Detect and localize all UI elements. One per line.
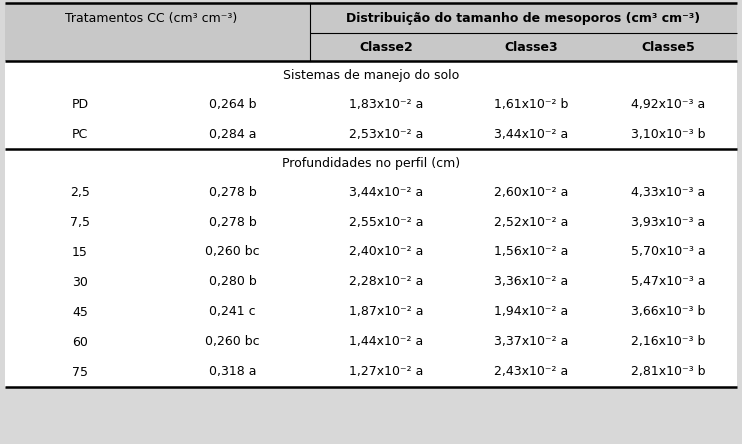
Text: 0,260 bc: 0,260 bc bbox=[206, 246, 260, 258]
Text: 75: 75 bbox=[72, 365, 88, 378]
Text: 7,5: 7,5 bbox=[70, 215, 90, 229]
Bar bbox=[5, 3, 737, 61]
Text: 1,83x10⁻² a: 1,83x10⁻² a bbox=[349, 98, 423, 111]
Text: 3,37x10⁻² a: 3,37x10⁻² a bbox=[494, 336, 568, 349]
Text: 3,10x10⁻³ b: 3,10x10⁻³ b bbox=[631, 127, 706, 140]
Text: 2,5: 2,5 bbox=[70, 186, 90, 198]
Text: 1,61x10⁻² b: 1,61x10⁻² b bbox=[494, 98, 568, 111]
Text: 3,93x10⁻³ a: 3,93x10⁻³ a bbox=[631, 215, 706, 229]
Text: Profundidades no perfil (cm): Profundidades no perfil (cm) bbox=[282, 156, 460, 170]
Text: 3,44x10⁻² a: 3,44x10⁻² a bbox=[349, 186, 423, 198]
Bar bbox=[5, 61, 737, 387]
Text: 0,264 b: 0,264 b bbox=[209, 98, 256, 111]
Text: 2,43x10⁻² a: 2,43x10⁻² a bbox=[494, 365, 568, 378]
Text: 3,36x10⁻² a: 3,36x10⁻² a bbox=[494, 275, 568, 289]
Text: 2,53x10⁻² a: 2,53x10⁻² a bbox=[349, 127, 423, 140]
Text: 4,92x10⁻³ a: 4,92x10⁻³ a bbox=[631, 98, 706, 111]
Text: 2,28x10⁻² a: 2,28x10⁻² a bbox=[349, 275, 423, 289]
Text: 1,27x10⁻² a: 1,27x10⁻² a bbox=[349, 365, 423, 378]
Text: 30: 30 bbox=[72, 275, 88, 289]
Text: 45: 45 bbox=[72, 305, 88, 318]
Text: 0,260 bc: 0,260 bc bbox=[206, 336, 260, 349]
Text: Distribuição do tamanho de mesoporos (cm³ cm⁻³): Distribuição do tamanho de mesoporos (cm… bbox=[347, 12, 700, 24]
Text: 1,44x10⁻² a: 1,44x10⁻² a bbox=[349, 336, 423, 349]
Text: 2,55x10⁻² a: 2,55x10⁻² a bbox=[349, 215, 423, 229]
Text: 0,280 b: 0,280 b bbox=[209, 275, 257, 289]
Text: 2,40x10⁻² a: 2,40x10⁻² a bbox=[349, 246, 423, 258]
Text: 5,47x10⁻³ a: 5,47x10⁻³ a bbox=[631, 275, 706, 289]
Text: 60: 60 bbox=[72, 336, 88, 349]
Text: Classe2: Classe2 bbox=[359, 40, 413, 53]
Text: 1,87x10⁻² a: 1,87x10⁻² a bbox=[349, 305, 423, 318]
Text: 4,33x10⁻³ a: 4,33x10⁻³ a bbox=[631, 186, 706, 198]
Text: Sistemas de manejo do solo: Sistemas de manejo do solo bbox=[283, 68, 459, 82]
Text: 5,70x10⁻³ a: 5,70x10⁻³ a bbox=[631, 246, 706, 258]
Text: Classe5: Classe5 bbox=[642, 40, 695, 53]
Text: 0,278 b: 0,278 b bbox=[209, 215, 257, 229]
Text: 0,278 b: 0,278 b bbox=[209, 186, 257, 198]
Text: 0,241 c: 0,241 c bbox=[209, 305, 256, 318]
Text: 2,16x10⁻³ b: 2,16x10⁻³ b bbox=[631, 336, 706, 349]
Text: 3,44x10⁻² a: 3,44x10⁻² a bbox=[494, 127, 568, 140]
Text: Tratamentos CC (cm³ cm⁻³): Tratamentos CC (cm³ cm⁻³) bbox=[65, 12, 237, 24]
Text: Classe3: Classe3 bbox=[504, 40, 558, 53]
Text: PD: PD bbox=[71, 98, 88, 111]
Text: 0,318 a: 0,318 a bbox=[209, 365, 256, 378]
Text: 1,94x10⁻² a: 1,94x10⁻² a bbox=[494, 305, 568, 318]
Text: 15: 15 bbox=[72, 246, 88, 258]
Text: 1,56x10⁻² a: 1,56x10⁻² a bbox=[494, 246, 568, 258]
Text: 2,60x10⁻² a: 2,60x10⁻² a bbox=[494, 186, 568, 198]
Text: 0,284 a: 0,284 a bbox=[209, 127, 256, 140]
Text: 3,66x10⁻³ b: 3,66x10⁻³ b bbox=[631, 305, 706, 318]
Text: 2,81x10⁻³ b: 2,81x10⁻³ b bbox=[631, 365, 706, 378]
Text: 2,52x10⁻² a: 2,52x10⁻² a bbox=[494, 215, 568, 229]
Text: PC: PC bbox=[72, 127, 88, 140]
